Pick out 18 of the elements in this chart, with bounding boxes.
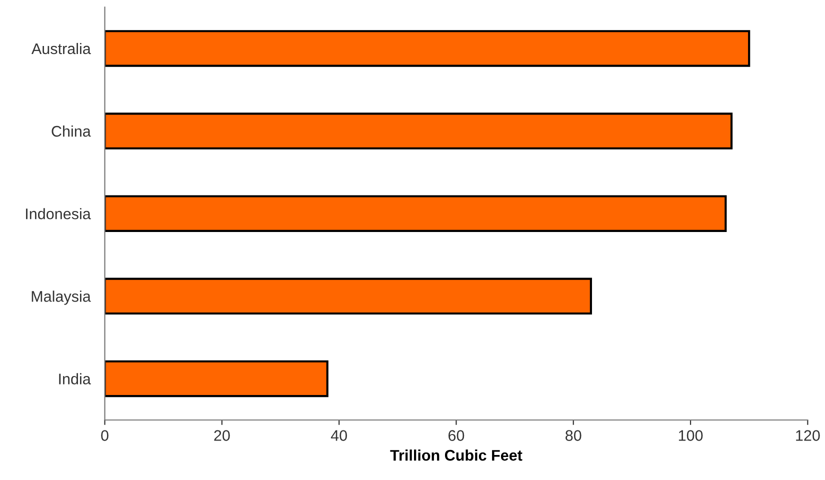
bar: [104, 112, 733, 150]
x-tick-label: 0: [101, 430, 108, 441]
y-tick-label: Malaysia: [32, 290, 91, 305]
y-tick-label: China: [52, 126, 91, 137]
bar: [104, 278, 592, 315]
bar: [104, 360, 328, 398]
x-tick-label: 120: [796, 430, 820, 441]
x-tick-label: 60: [448, 430, 464, 441]
y-tick-label: India: [59, 373, 91, 384]
x-tick-label: 20: [214, 430, 230, 441]
y-tick-label: Indonesia: [26, 208, 91, 220]
x-tick-label: 40: [330, 430, 347, 441]
x-axis-title: Trillion Cubic Feet: [390, 450, 522, 461]
bar: [104, 30, 750, 67]
bar: [104, 195, 727, 232]
x-tick-label: 100: [678, 430, 703, 441]
x-tick-label: 80: [566, 430, 582, 441]
y-tick-label: Australia: [31, 42, 91, 54]
